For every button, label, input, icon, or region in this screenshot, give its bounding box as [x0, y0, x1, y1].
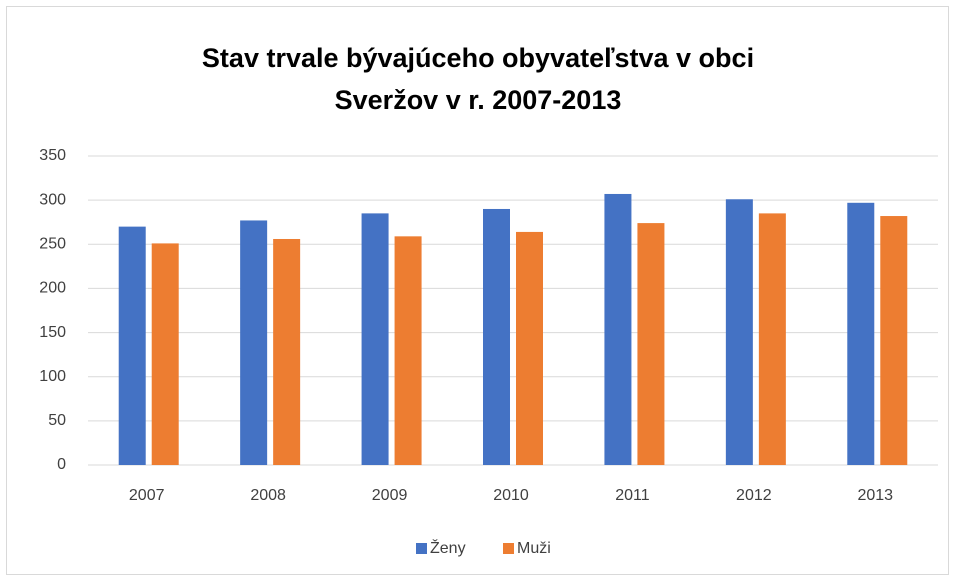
chart-title: Stav trvale bývajúceho obyvateľstva v ob… — [202, 43, 754, 73]
y-tick-label: 150 — [39, 324, 66, 341]
y-tick-label: 200 — [39, 280, 66, 297]
legend-label: Ženy — [430, 538, 466, 557]
y-tick-label: 100 — [39, 368, 66, 385]
y-tick-label: 300 — [39, 191, 66, 208]
bar — [847, 202, 875, 465]
bar — [151, 243, 179, 465]
bar — [483, 208, 510, 465]
legend-swatch — [503, 543, 514, 554]
bar — [361, 213, 389, 465]
y-tick-label: 50 — [48, 412, 66, 429]
legend-swatch — [416, 543, 427, 554]
x-tick-label: 2010 — [493, 487, 529, 504]
x-tick-label: 2007 — [129, 487, 165, 504]
bar — [273, 238, 301, 465]
x-tick-label: 2012 — [736, 487, 772, 504]
bar — [758, 213, 786, 465]
x-tick-label: 2013 — [857, 487, 893, 504]
bar — [394, 236, 422, 465]
bar — [516, 231, 543, 465]
bar — [880, 216, 908, 465]
bar — [725, 199, 753, 465]
x-tick-label: 2011 — [615, 487, 650, 504]
x-tick-label: 2009 — [372, 487, 408, 504]
bar — [240, 220, 268, 465]
y-tick-label: 0 — [57, 456, 66, 473]
x-tick-label: 2008 — [250, 487, 286, 504]
bar — [637, 223, 665, 465]
legend-label: Muži — [517, 540, 551, 557]
y-tick-label: 350 — [39, 147, 66, 164]
bar — [118, 226, 146, 465]
bar — [604, 193, 632, 465]
y-tick-label: 250 — [39, 236, 66, 253]
chart-title: Sveržov v r. 2007-2013 — [335, 85, 622, 115]
